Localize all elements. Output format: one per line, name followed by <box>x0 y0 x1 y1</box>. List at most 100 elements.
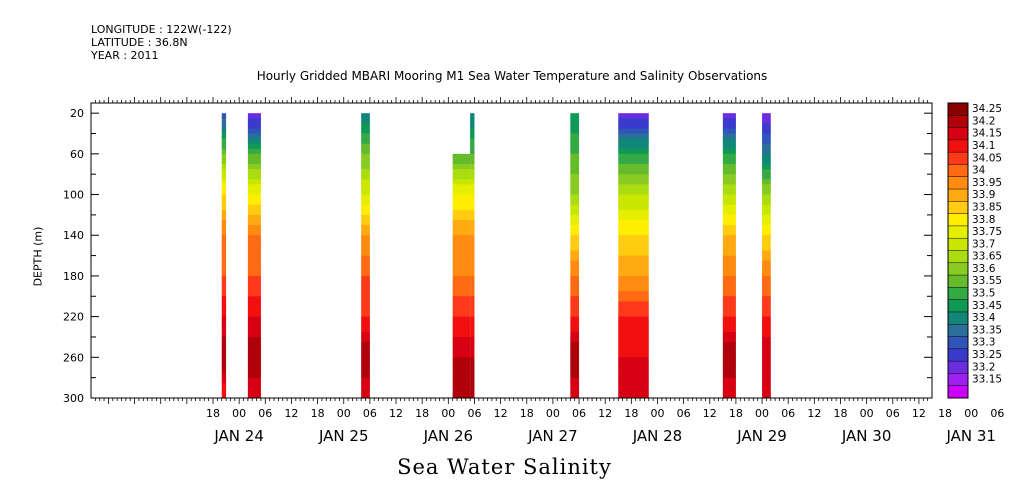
salinity-block-1-cell <box>247 265 261 272</box>
colorbar-label: 33.25 <box>972 349 1002 361</box>
salinity-block-2-cell <box>361 382 370 389</box>
salinity-block-1-cell <box>247 225 261 231</box>
salinity-block-7-cell <box>722 133 736 140</box>
salinity-block-8-cell <box>762 245 771 251</box>
x-hour-label: 00 <box>337 407 351 420</box>
salinity-block-1-cell <box>247 275 261 282</box>
salinity-block-3-cell <box>452 367 471 373</box>
salinity-block-2-cell <box>361 291 370 297</box>
salinity-block-3-cell <box>452 194 471 201</box>
salinity-block-6-cell <box>618 118 649 124</box>
salinity-block-0-cell <box>221 245 227 251</box>
salinity-block-1-cell <box>247 209 261 216</box>
salinity-block-3-cell <box>452 306 471 312</box>
salinity-block-3-cell <box>452 392 471 399</box>
salinity-block-4-cell <box>470 392 475 399</box>
salinity-block-2-cell <box>361 347 370 353</box>
colorbar-swatch <box>948 103 968 116</box>
salinity-block-4-cell <box>470 347 475 353</box>
salinity-block-7-cell <box>722 301 736 307</box>
salinity-block-3-cell <box>452 275 471 282</box>
salinity-block-7-cell <box>722 219 736 226</box>
salinity-block-5-cell <box>570 270 580 277</box>
salinity-block-3-cell <box>452 270 471 277</box>
salinity-block-8-cell <box>762 255 771 262</box>
salinity-block-2-cell <box>361 265 370 272</box>
salinity-block-6-cell <box>618 336 649 343</box>
salinity-block-5-cell <box>570 225 580 231</box>
salinity-block-5-cell <box>570 128 580 134</box>
salinity-block-3-cell <box>452 225 471 231</box>
salinity-block-1-cell <box>247 179 261 185</box>
salinity-block-5-cell <box>570 296 580 302</box>
salinity-block-2-cell <box>361 230 370 236</box>
salinity-block-5-cell <box>570 265 580 272</box>
salinity-block-5-cell <box>570 255 580 262</box>
salinity-block-0-cell <box>221 164 227 170</box>
salinity-block-7-cell <box>722 377 736 384</box>
salinity-block-6-cell <box>618 204 649 211</box>
colorbar-label: 33.85 <box>972 202 1002 214</box>
salinity-block-7-cell <box>722 336 736 343</box>
salinity-block-8-cell <box>762 265 771 272</box>
salinity-block-0-cell <box>221 199 227 206</box>
salinity-block-0-cell <box>221 392 227 399</box>
salinity-block-1-cell <box>247 199 261 206</box>
x-hour-label: 12 <box>912 407 926 420</box>
salinity-block-4-cell <box>470 199 475 206</box>
y-tick-label: 140 <box>63 229 84 242</box>
salinity-block-4-cell <box>470 336 475 343</box>
salinity-block-5-cell <box>570 331 580 338</box>
colorbar-label: 33.8 <box>972 214 995 226</box>
salinity-block-4-cell <box>470 255 475 262</box>
salinity-block-6-cell <box>618 347 649 353</box>
salinity-block-2-cell <box>361 331 370 338</box>
salinity-block-5-cell <box>570 275 580 282</box>
salinity-block-8-cell <box>762 138 771 145</box>
x-hour-label: 06 <box>363 407 377 420</box>
salinity-block-7-cell <box>722 235 736 241</box>
salinity-block-1-cell <box>247 326 261 333</box>
salinity-block-2-cell <box>361 326 370 333</box>
salinity-block-6-cell <box>618 270 649 277</box>
salinity-block-3-cell <box>452 214 471 221</box>
salinity-block-1-cell <box>247 235 261 241</box>
salinity-block-0-cell <box>221 169 227 175</box>
salinity-block-8-cell <box>762 235 771 241</box>
salinity-block-3-cell <box>452 265 471 272</box>
salinity-block-2-cell <box>361 133 370 140</box>
salinity-block-5-cell <box>570 214 580 221</box>
salinity-block-8-cell <box>762 250 771 256</box>
salinity-block-0-cell <box>221 204 227 211</box>
salinity-block-6-cell <box>618 225 649 231</box>
salinity-block-4-cell <box>470 352 475 358</box>
colorbar-swatch <box>948 287 968 300</box>
salinity-block-4-cell <box>470 184 475 190</box>
salinity-block-5-cell <box>570 113 580 119</box>
salinity-block-0-cell <box>221 291 227 297</box>
salinity-block-2-cell <box>361 138 370 145</box>
salinity-block-7-cell <box>722 357 736 363</box>
salinity-block-0-cell <box>221 143 227 150</box>
salinity-block-5-cell <box>570 311 580 318</box>
salinity-block-6-cell <box>618 128 649 134</box>
salinity-block-6-cell <box>618 281 649 287</box>
salinity-block-3-cell <box>452 357 471 363</box>
salinity-block-4-cell <box>470 286 475 292</box>
salinity-block-8-cell <box>762 225 771 231</box>
salinity-block-5-cell <box>570 118 580 124</box>
salinity-block-0-cell <box>221 296 227 302</box>
salinity-block-7-cell <box>722 164 736 170</box>
colorbar-swatch <box>948 152 968 165</box>
salinity-block-5-cell <box>570 347 580 353</box>
salinity-block-4-cell <box>470 153 475 160</box>
salinity-block-1-cell <box>247 128 261 134</box>
salinity-block-8-cell <box>762 143 771 150</box>
salinity-block-4-cell <box>470 118 475 124</box>
salinity-block-7-cell <box>722 392 736 399</box>
salinity-block-7-cell <box>722 321 736 328</box>
salinity-block-7-cell <box>722 260 736 267</box>
salinity-block-7-cell <box>722 225 736 231</box>
salinity-block-2-cell <box>361 148 370 155</box>
colorbar-swatch <box>948 127 968 141</box>
